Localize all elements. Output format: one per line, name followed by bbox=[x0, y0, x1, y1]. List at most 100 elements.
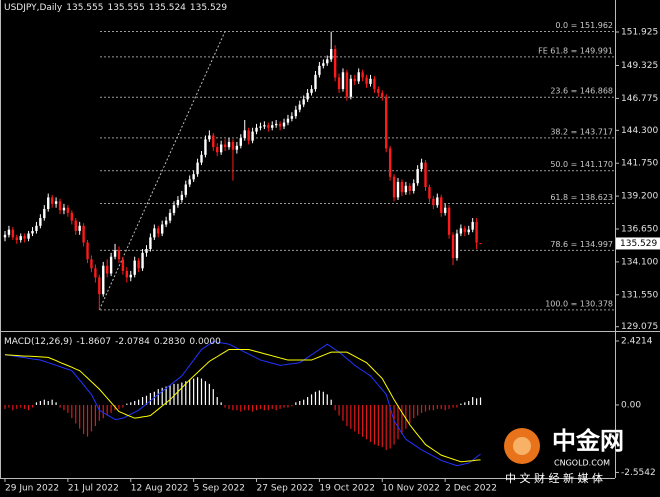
ohlc-value: 135.529 bbox=[189, 3, 228, 13]
symbol-header: USDJPY,Daily 135.555 135.555 135.524 135.529 bbox=[4, 3, 227, 13]
candle-body bbox=[432, 198, 435, 206]
y-tick-label: 136.650 bbox=[621, 225, 658, 235]
candle-body bbox=[35, 225, 38, 231]
candle-body bbox=[117, 250, 121, 260]
candle-body bbox=[157, 228, 160, 234]
candle-body bbox=[388, 148, 392, 177]
candle-body bbox=[94, 268, 97, 278]
candle-body bbox=[420, 162, 423, 170]
y-tick-label: 0.00 bbox=[621, 400, 641, 410]
candle-body bbox=[365, 77, 368, 84]
candle-body bbox=[149, 237, 152, 249]
watermark-site: CNGOLD.COM bbox=[554, 459, 610, 468]
candle-body bbox=[31, 230, 34, 234]
candle-body bbox=[47, 197, 50, 210]
candle-body bbox=[428, 187, 431, 199]
candle-body bbox=[314, 74, 317, 90]
indicator-name: MACD(12,26,9) bbox=[4, 337, 73, 347]
candle-body bbox=[400, 181, 404, 193]
candle-body bbox=[204, 139, 207, 155]
candle-body bbox=[408, 185, 411, 191]
current-price: 135.529 bbox=[620, 239, 657, 249]
candle-body bbox=[475, 221, 478, 243]
watermark-logo-inner bbox=[513, 437, 531, 455]
fib-diagonal bbox=[98, 31, 226, 311]
candle-body bbox=[263, 125, 266, 127]
x-tick-label: 2 Dec 2022 bbox=[445, 484, 497, 494]
y-tick-label: -2.5542 bbox=[621, 468, 656, 478]
candle-body bbox=[333, 49, 337, 78]
x-tick-label: 19 Oct 2022 bbox=[319, 484, 375, 494]
x-tick-label: 29 Jun 2022 bbox=[5, 484, 59, 494]
y-tick-label: 2.4214 bbox=[621, 336, 653, 346]
candle-body bbox=[310, 89, 313, 93]
candle-body bbox=[184, 184, 187, 195]
candle-body bbox=[11, 229, 15, 238]
fib-label: 78.6 = 134.997 bbox=[550, 240, 613, 249]
candle-body bbox=[479, 243, 482, 245]
candle-body bbox=[353, 78, 356, 82]
candle-body bbox=[70, 212, 74, 221]
candle-body bbox=[471, 221, 474, 230]
candle-body bbox=[161, 224, 164, 234]
candle-body bbox=[381, 92, 384, 97]
candle-body bbox=[361, 72, 364, 78]
candle-body bbox=[455, 233, 459, 259]
x-tick-label: 21 Jul 2022 bbox=[68, 484, 119, 494]
fib-label: 61.8 = 138.623 bbox=[550, 193, 613, 202]
candle-body bbox=[247, 130, 250, 141]
candle-body bbox=[267, 125, 270, 128]
fib-label: 0.0 = 151.962 bbox=[555, 21, 613, 30]
candle-body bbox=[302, 99, 305, 105]
candle-body bbox=[66, 207, 70, 213]
watermark-slogan: 中 文 财 经 新 媒 体 bbox=[505, 471, 603, 485]
candle-body bbox=[392, 176, 396, 198]
candle-body bbox=[385, 96, 388, 149]
candle-body bbox=[459, 228, 463, 234]
candle-body bbox=[345, 72, 349, 97]
candle-body bbox=[200, 154, 203, 163]
y-tick-label: 146.775 bbox=[621, 94, 658, 104]
candle-body bbox=[306, 92, 309, 100]
candle-body bbox=[192, 174, 195, 180]
candle-body bbox=[223, 144, 227, 148]
candle-body bbox=[27, 233, 30, 239]
candle-body bbox=[396, 181, 400, 198]
x-tick-label: 12 Aug 2022 bbox=[131, 484, 189, 494]
candle-body bbox=[322, 63, 325, 66]
candle-body bbox=[102, 265, 105, 295]
candle-body bbox=[318, 65, 321, 75]
fib-label: 100.0 = 130.378 bbox=[545, 299, 613, 308]
candle-body bbox=[298, 104, 301, 110]
x-tick-label: 27 Sep 2022 bbox=[257, 484, 314, 494]
candle-body bbox=[259, 126, 262, 128]
candle-body bbox=[377, 89, 380, 93]
candle-body bbox=[125, 270, 129, 278]
candle-body bbox=[153, 228, 156, 238]
macd-line bbox=[4, 348, 481, 463]
candle-body bbox=[172, 205, 176, 213]
candle-body bbox=[443, 207, 447, 213]
indicator-value: 0.2830 bbox=[153, 337, 186, 347]
candle-body bbox=[416, 169, 419, 184]
candle-body bbox=[54, 201, 58, 204]
candle-body bbox=[369, 78, 372, 84]
macd-line bbox=[4, 341, 481, 467]
candle-body bbox=[235, 145, 239, 150]
candle-body bbox=[188, 179, 191, 185]
candle-body bbox=[341, 72, 345, 90]
candle-body bbox=[58, 201, 62, 211]
candle-body bbox=[404, 185, 408, 193]
price-tag bbox=[616, 237, 660, 250]
candle-body bbox=[282, 122, 286, 127]
candle-body bbox=[133, 260, 136, 275]
candle-body bbox=[286, 118, 290, 123]
candle-body bbox=[39, 218, 42, 226]
y-tick-label: 149.325 bbox=[621, 61, 658, 71]
candle-body bbox=[412, 183, 415, 191]
y-tick-label: 144.300 bbox=[621, 126, 658, 136]
indicator-value: -1.8607 bbox=[76, 337, 112, 347]
candle-body bbox=[463, 228, 467, 233]
